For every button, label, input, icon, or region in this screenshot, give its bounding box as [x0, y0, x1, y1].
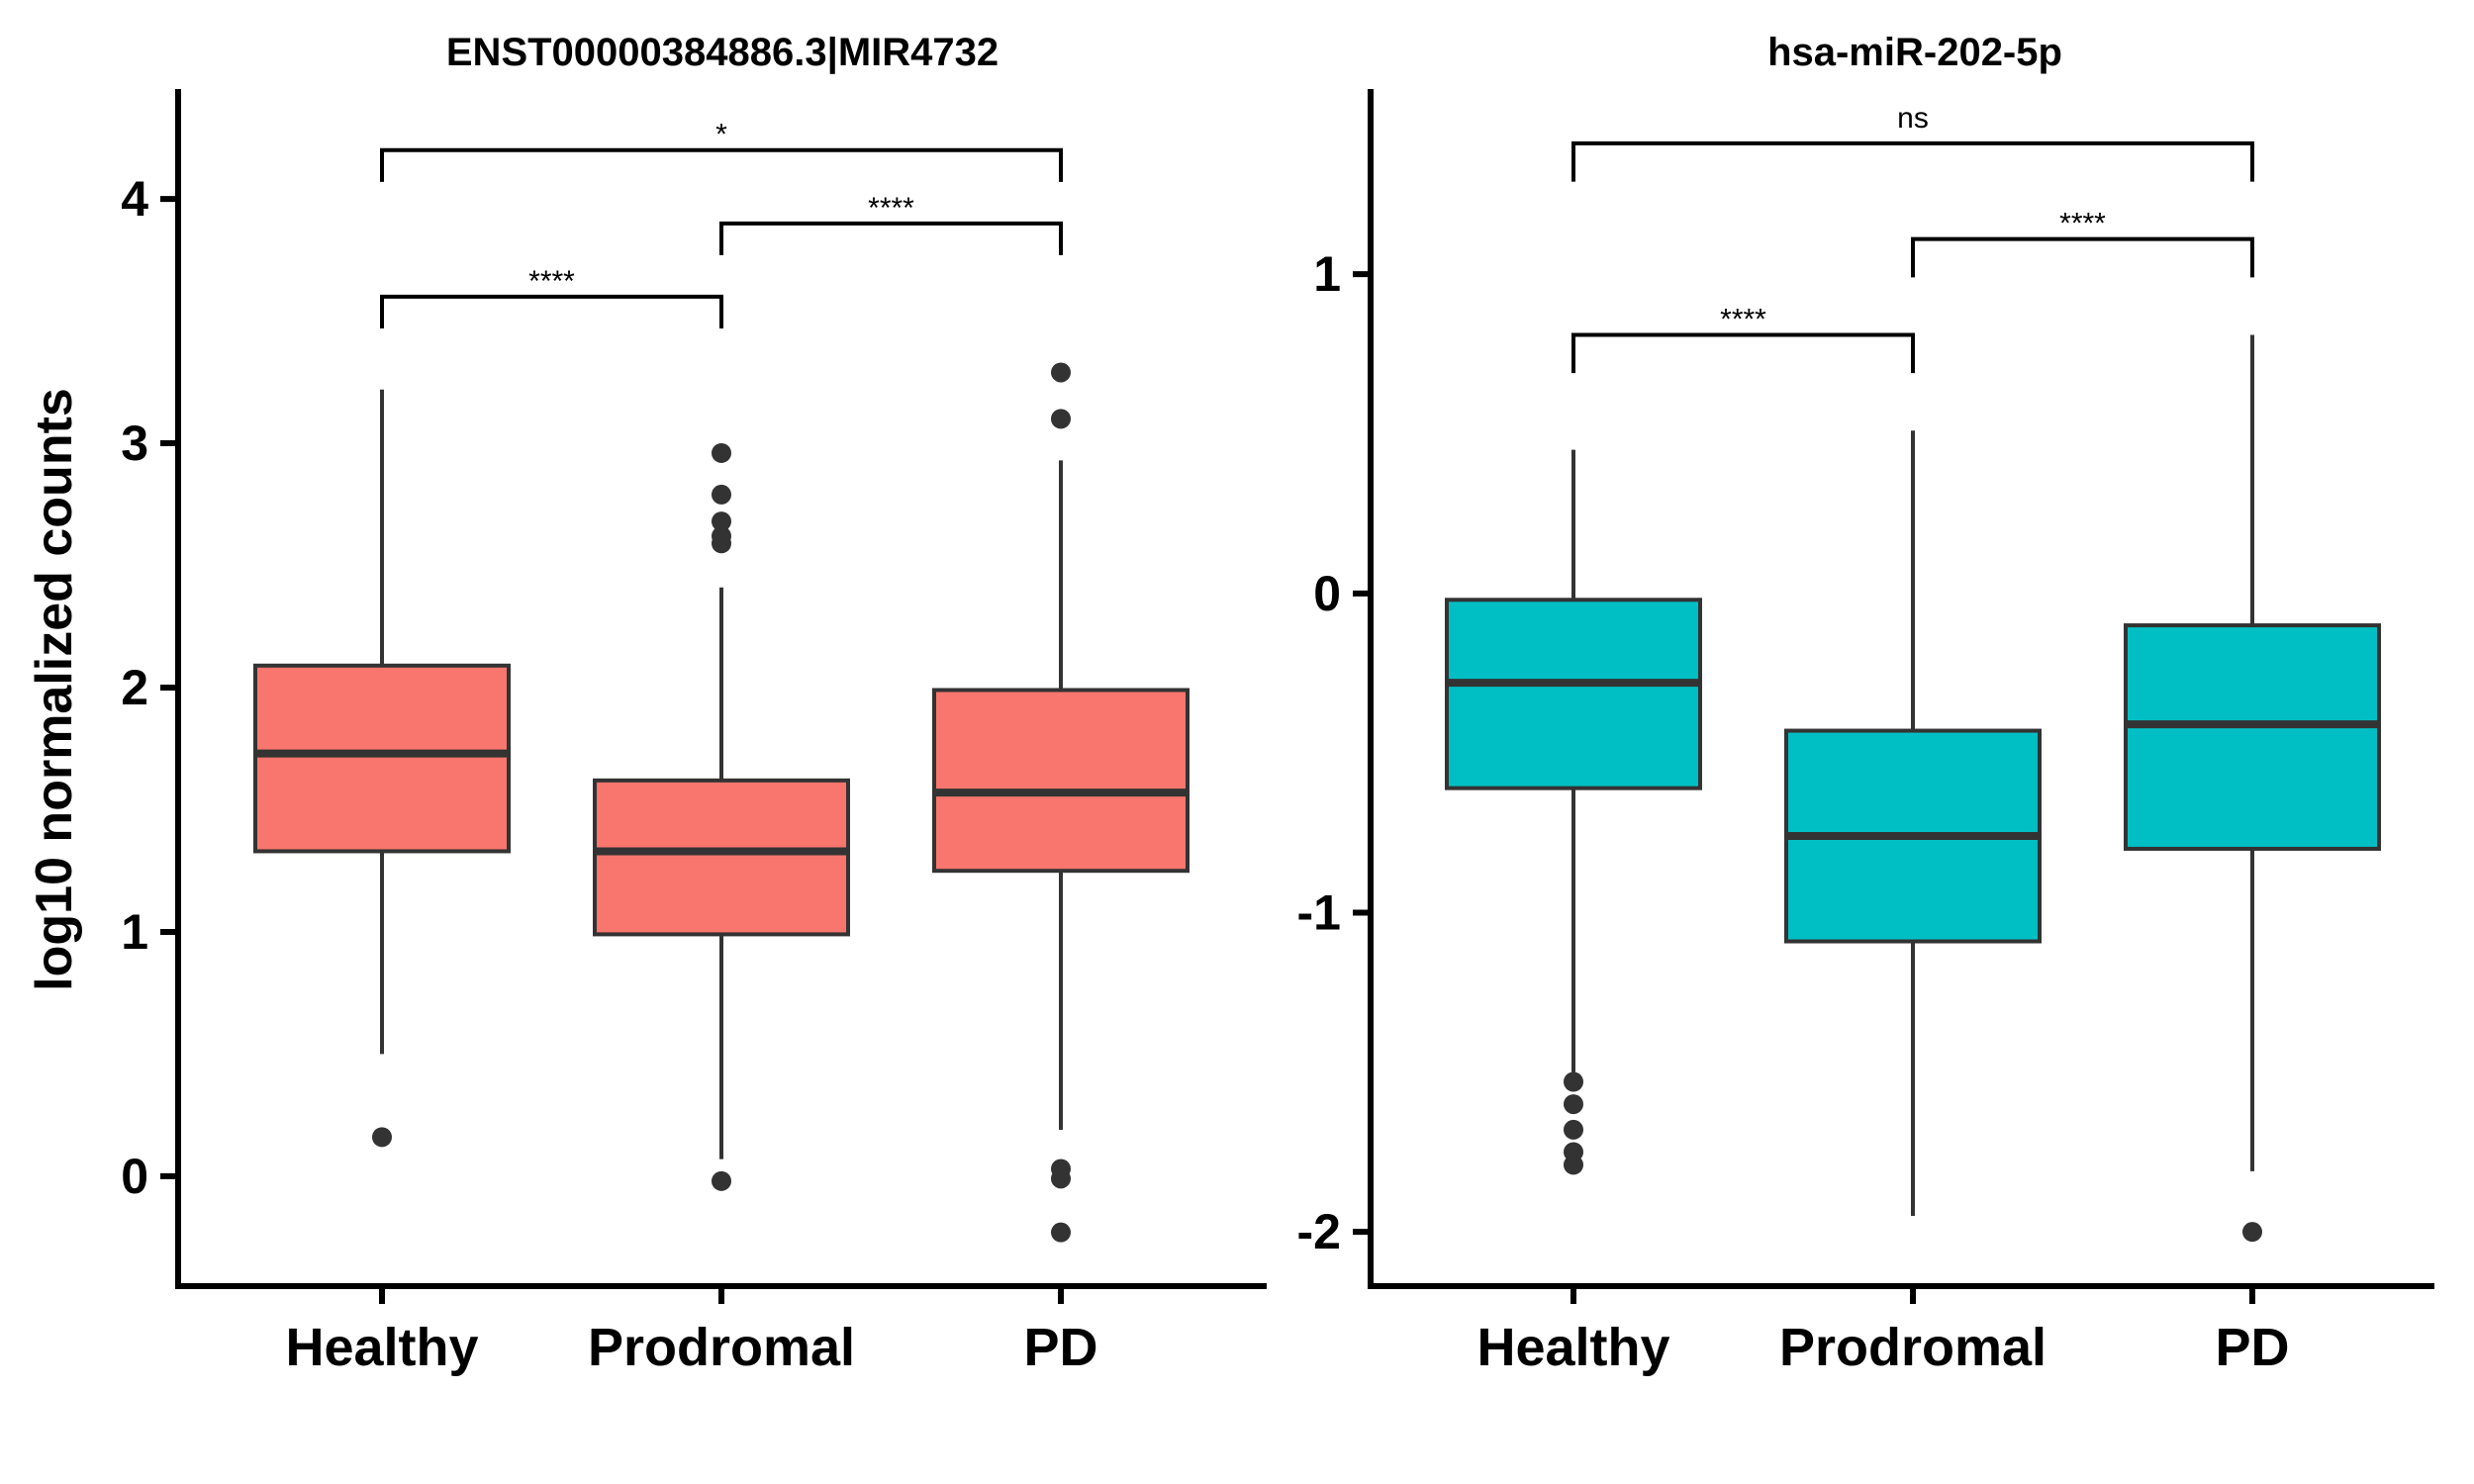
x-tick-label: Prodromal [588, 1318, 855, 1377]
outlier-point [712, 442, 731, 463]
outlier-point [712, 1170, 731, 1191]
box-healthy [1445, 598, 1702, 790]
outlier-point [712, 511, 731, 532]
y-tick-label: 3 [121, 416, 148, 471]
outlier-point [1564, 1094, 1583, 1115]
y-tick-label: -2 [1297, 1204, 1341, 1259]
x-tick-label: PD [1023, 1318, 1097, 1377]
outlier-point [1051, 1159, 1071, 1179]
box-pd [932, 688, 1189, 874]
x-tick-label: PD [2215, 1318, 2289, 1377]
y-tick-label: 4 [121, 171, 148, 227]
outlier-point [1051, 1222, 1071, 1243]
significance-bracket [380, 294, 723, 328]
outlier-point [1564, 1119, 1583, 1140]
y-tick-label: 2 [121, 660, 148, 715]
y-tick-label: 0 [1313, 566, 1341, 621]
x-tick-label: Prodromal [1779, 1318, 2046, 1377]
y-axis-label: log10 normalized counts [26, 388, 83, 991]
significance-label: **** [2059, 208, 2106, 240]
box-healthy [253, 663, 511, 854]
y-tick-label: 1 [121, 904, 148, 960]
outlier-point [712, 484, 731, 505]
panel-title: ENST00000384886.3|MIR4732 [446, 31, 999, 74]
outlier-point [2242, 1222, 2262, 1243]
y-tick-label: 1 [1313, 246, 1341, 302]
panel-title: hsa-miR-202-5p [1767, 31, 2062, 74]
x-tick-label: Healthy [1476, 1318, 1669, 1377]
significance-label: **** [528, 265, 575, 298]
outlier-point [1564, 1071, 1583, 1092]
significance-bracket [1571, 140, 2254, 182]
significance-bracket [1571, 332, 1915, 374]
significance-label: **** [1720, 303, 1766, 335]
significance-label: ns [1897, 102, 1929, 135]
outlier-point [1051, 409, 1071, 429]
significance-bracket [1911, 236, 2254, 278]
significance-label: * [715, 119, 727, 151]
significance-bracket [380, 147, 1063, 182]
outlier-point [712, 525, 731, 546]
panel-mir4732: ENST00000384886.3|MIR4732 0 1 2 3 4 Healthy Pro… [121, 31, 1267, 1377]
outlier-point [372, 1127, 392, 1148]
significance-bracket [719, 221, 1063, 255]
y-tick-label: -1 [1297, 884, 1341, 940]
y-tick-label: 0 [121, 1149, 148, 1204]
box-prodromal [593, 778, 850, 937]
panel-mir202: hsa-miR-202-5p -2 -1 0 1 Healthy Prodromal PD **… [1297, 31, 2434, 1377]
x-tick-label: Healthy [285, 1318, 478, 1377]
box-pd [2124, 623, 2381, 851]
outlier-point [1564, 1155, 1583, 1175]
outlier-point [1051, 362, 1071, 383]
significance-label: **** [868, 192, 914, 225]
